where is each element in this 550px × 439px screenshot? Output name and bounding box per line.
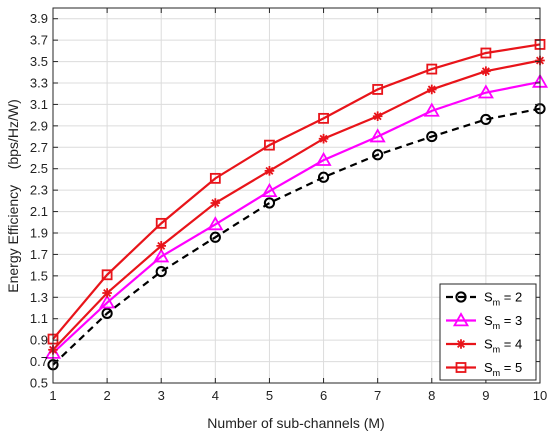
- data-point: [317, 171, 330, 183]
- data-point: [315, 151, 332, 166]
- data-point: [369, 128, 386, 143]
- data-point: [210, 198, 221, 208]
- series-line: [52, 80, 541, 354]
- y-tick-label: 0.9: [30, 333, 48, 348]
- y-tick-label: 2.9: [30, 118, 48, 133]
- y-tick-label: 2.7: [30, 140, 48, 155]
- y-tick-label: 2.3: [30, 183, 48, 198]
- x-tick-label: 9: [482, 388, 489, 403]
- x-tick-label: 2: [103, 388, 110, 403]
- data-point: [372, 111, 383, 122]
- y-tick-label: 1.5: [30, 268, 48, 283]
- y-tick-label: 3.9: [30, 11, 48, 26]
- data-point: [209, 231, 221, 243]
- x-tick-label: 8: [428, 388, 435, 403]
- data-point: [426, 84, 437, 95]
- series-layer: [44, 39, 549, 371]
- x-axis-label: Number of sub-channels (M): [207, 415, 384, 431]
- data-point: [99, 294, 116, 309]
- legend-label: Sm = 5: [484, 360, 522, 378]
- y-tick-label: 0.5: [30, 376, 48, 391]
- legend-swatch-marker: [455, 291, 467, 303]
- legend-item: Sm = 3: [446, 312, 522, 331]
- data-point: [264, 139, 275, 151]
- y-tick-label: 3.7: [30, 33, 48, 48]
- y-tick-label: 0.7: [30, 354, 48, 369]
- data-point: [372, 149, 384, 161]
- data-point: [101, 307, 113, 319]
- legend-swatch-marker: [455, 362, 467, 373]
- data-point: [480, 113, 492, 126]
- y-tick-label: 1.7: [30, 247, 48, 262]
- data-point: [207, 216, 224, 231]
- series-line: [52, 59, 541, 351]
- x-tick-label: 4: [212, 388, 219, 403]
- legend-item: Sm = 5: [446, 360, 522, 378]
- y-tick-label: 3.1: [30, 97, 48, 112]
- legend-label: Sm = 2: [484, 290, 522, 308]
- plot-frame: [52, 7, 541, 384]
- x-tick-label: 6: [320, 388, 327, 403]
- data-point: [426, 63, 438, 75]
- y-tick-label: 2.1: [30, 204, 48, 219]
- y-tick-label: 1.9: [30, 226, 48, 241]
- legend-item: Sm = 2: [446, 290, 522, 308]
- legend: Sm = 2 Sm = 3 Sm = 4 Sm = 5: [439, 283, 537, 381]
- x-tick-label: 1: [49, 388, 56, 403]
- data-point: [426, 130, 438, 143]
- x-tick-label: 3: [158, 388, 165, 403]
- data-point: [261, 182, 278, 197]
- data-point: [263, 197, 276, 209]
- x-tick-label: 7: [374, 388, 381, 403]
- y-tick-label: 3.5: [30, 54, 48, 69]
- data-point: [480, 47, 492, 59]
- legend-item: Sm = 4: [446, 337, 522, 355]
- x-tick-label: 5: [266, 388, 273, 403]
- axis-ticks: 1 2 3 4 5 6 7 8 9 10 0.5 0.7 0.9 1.1 1.3 1.5 1.7 1.9 2.1 2.…: [30, 8, 547, 403]
- legend-swatch-marker: [452, 312, 470, 327]
- data-point: [101, 269, 113, 281]
- data-point: [423, 102, 440, 117]
- y-tick-label: 1.1: [30, 311, 48, 326]
- data-point: [155, 265, 167, 278]
- legend-label: Sm = 4: [484, 337, 522, 355]
- legend-swatch-marker: [456, 339, 466, 349]
- y-axis-label: Energy Efficiency (bps/Hz/W): [5, 99, 21, 292]
- data-point: [477, 84, 494, 99]
- data-point: [102, 288, 112, 298]
- series-line: [52, 43, 541, 340]
- y-tick-label: 2.5: [30, 161, 48, 176]
- data-point: [153, 248, 170, 263]
- data-point: [372, 84, 384, 95]
- data-point: [318, 112, 329, 124]
- x-tick-label: 10: [533, 388, 547, 403]
- data-point: [156, 241, 167, 251]
- data-point: [481, 66, 491, 77]
- series-line: [52, 107, 541, 366]
- data-point: [264, 166, 275, 176]
- legend-label: Sm = 3: [484, 313, 522, 331]
- y-tick-label: 3.3: [30, 76, 48, 91]
- y-tick-label: 1.3: [30, 290, 48, 305]
- data-point: [209, 172, 221, 184]
- data-point: [155, 217, 167, 229]
- data-point: [318, 133, 329, 144]
